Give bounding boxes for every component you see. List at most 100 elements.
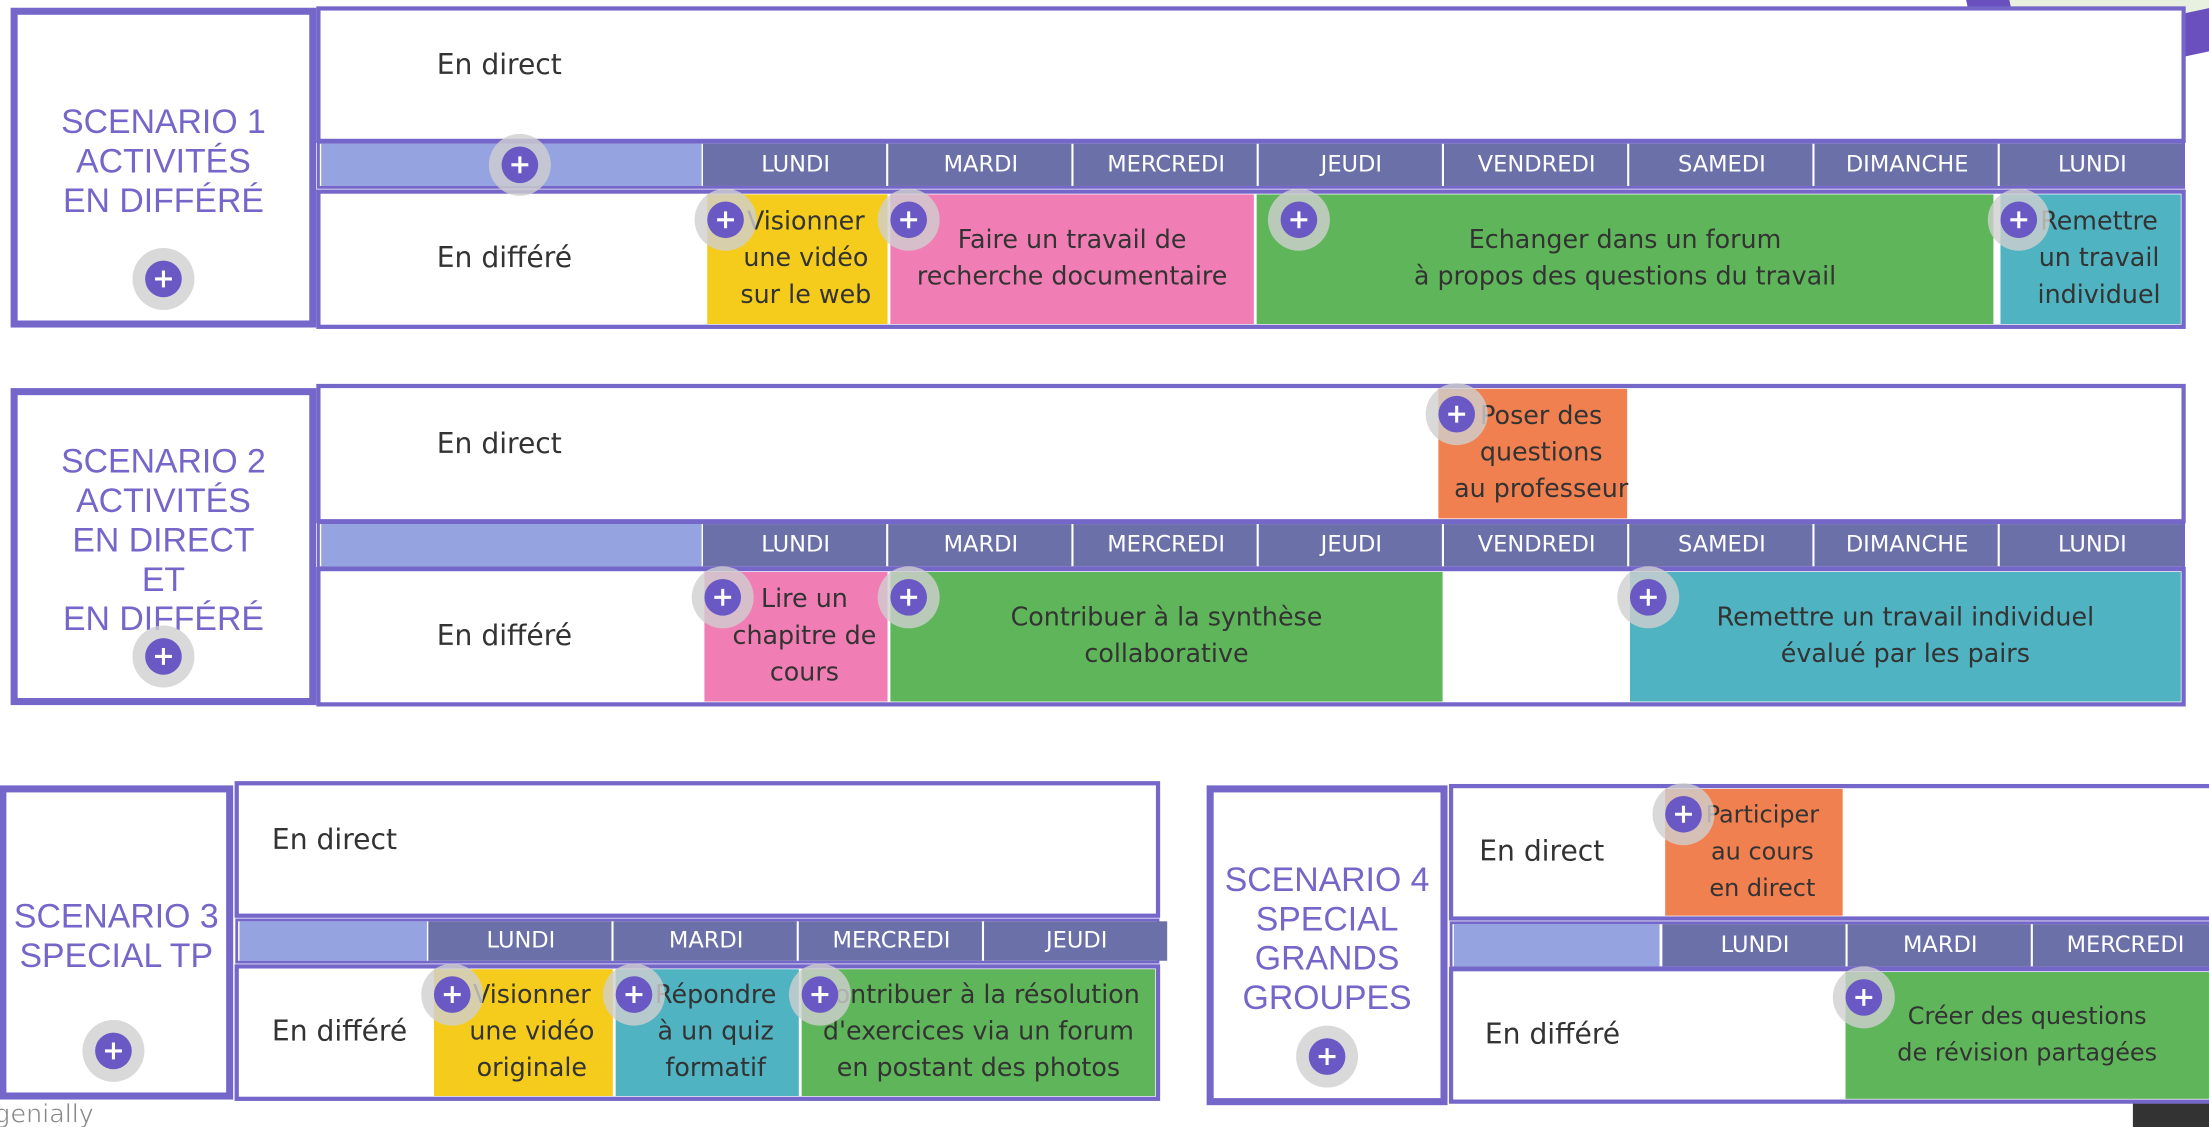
add-button[interactable] (877, 566, 940, 629)
plus-icon (1855, 988, 1873, 1006)
header-border (317, 521, 2186, 570)
add-button[interactable] (694, 188, 757, 251)
direct-row (234, 781, 1161, 918)
day-header (613, 921, 797, 961)
scenario-title: EN DIFFÉRÉ (63, 182, 264, 220)
add-button[interactable] (488, 133, 551, 196)
activity-text: Remettre un travail individuel (1717, 601, 2095, 631)
activity-text: une vidéo (469, 1016, 594, 1046)
activity-text: individuel (2038, 279, 2161, 309)
add-button[interactable] (1987, 188, 2050, 251)
plus-icon (900, 211, 918, 229)
add-button[interactable] (421, 963, 484, 1026)
plus-icon (2010, 211, 2028, 229)
activity-text: une vidéo (743, 242, 868, 272)
row-label: En différé (272, 1015, 407, 1048)
plus-icon (1448, 405, 1466, 423)
activity-text: questions (1480, 437, 1603, 467)
activity-text: cours (770, 656, 839, 686)
direct-row (316, 6, 2186, 143)
scenario-title: GRANDS (1255, 940, 1400, 978)
day-header (703, 524, 887, 567)
add-button[interactable] (1296, 1025, 1359, 1088)
scenario-title: SCENARIO 4 (1225, 861, 1430, 899)
plus-icon (717, 211, 734, 229)
day-label: MARDI (944, 151, 1019, 177)
activity-text: à un quiz (658, 1016, 774, 1046)
plus-icon (104, 1042, 122, 1060)
plus-icon (155, 648, 172, 665)
activity (801, 969, 1156, 1097)
row-label: En direct (437, 427, 562, 460)
activity-text: Participer (1706, 801, 1820, 829)
add-button[interactable] (602, 963, 665, 1026)
activity-text: collaborative (1084, 638, 1248, 668)
day-label: VENDREDI (1478, 151, 1596, 177)
activity-text: un travail (2039, 242, 2160, 272)
add-button[interactable] (1652, 783, 1715, 846)
day-header (2032, 924, 2209, 967)
day-header (1258, 524, 1442, 567)
row-label: En direct (437, 48, 562, 81)
row-label: En différé (1485, 1017, 1620, 1050)
plus-icon (1318, 1048, 1336, 1066)
day-label: MERCREDI (1107, 532, 1225, 558)
add-button[interactable] (691, 566, 754, 629)
scenario-title: SCENARIO 3 (14, 897, 219, 935)
day-header (1629, 143, 1813, 186)
activity-text: de révision partagées (1897, 1039, 2157, 1067)
activity-text: Echanger dans un forum (1469, 224, 1781, 254)
add-button[interactable] (1425, 383, 1488, 446)
add-button[interactable] (82, 1019, 145, 1082)
day-label: LUNDI (761, 151, 830, 177)
add-button[interactable] (877, 188, 940, 251)
scenario-title: SPECIAL TP (20, 937, 213, 975)
add-button[interactable] (1832, 966, 1895, 1029)
plus-icon (511, 156, 529, 174)
plus-icon (1675, 805, 1692, 823)
day-label: MERCREDI (2067, 932, 2185, 958)
day-label: LUNDI (487, 928, 556, 954)
day-label: LUNDI (2058, 151, 2127, 177)
plus-icon (443, 986, 461, 1004)
add-button[interactable] (1617, 566, 1680, 629)
day-label: SAMEDI (1678, 532, 1766, 558)
day-header (1814, 143, 1998, 186)
scenario-title: EN DIRECT (72, 521, 254, 559)
add-button[interactable] (132, 247, 195, 310)
day-label: MERCREDI (1107, 151, 1225, 177)
plus-icon (900, 588, 918, 606)
scenario-title: ACTIVITÉS (76, 142, 251, 180)
activity-text: Contribuer à la résolution (817, 979, 1140, 1009)
day-header (1073, 143, 1257, 186)
row-label: En direct (272, 823, 397, 856)
activity-text: en postant des photos (837, 1052, 1120, 1082)
day-label: MARDI (944, 532, 1019, 558)
day-label: JEUDI (1319, 151, 1382, 177)
activity-text: formatif (665, 1052, 767, 1082)
add-button[interactable] (788, 963, 851, 1026)
row-label: En différé (437, 619, 572, 652)
activity-text: recherche documentaire (917, 261, 1227, 291)
add-button[interactable] (1267, 188, 1330, 251)
activity-text: au professeur (1454, 473, 1629, 503)
day-label: MARDI (1903, 932, 1978, 958)
activity-text: Faire un travail de (958, 224, 1187, 254)
day-header (1444, 143, 1628, 186)
scenario-title: ACTIVITÉS (76, 482, 251, 520)
footer-logo: genially (0, 1099, 94, 1127)
plus-icon (155, 270, 172, 288)
day-header (1258, 143, 1442, 186)
plus-icon (811, 986, 829, 1004)
day-header (1073, 524, 1257, 567)
day-label: LUNDI (2058, 532, 2127, 558)
day-header (888, 524, 1072, 567)
activity (1629, 571, 2181, 702)
plus-icon (1290, 211, 1308, 229)
activity-text: à propos des questions du travail (1414, 261, 1836, 291)
direct-row (316, 383, 2186, 524)
add-button[interactable] (132, 625, 195, 688)
activity-text: Créer des questions (1908, 1002, 2147, 1030)
activity-text: originale (477, 1052, 587, 1082)
